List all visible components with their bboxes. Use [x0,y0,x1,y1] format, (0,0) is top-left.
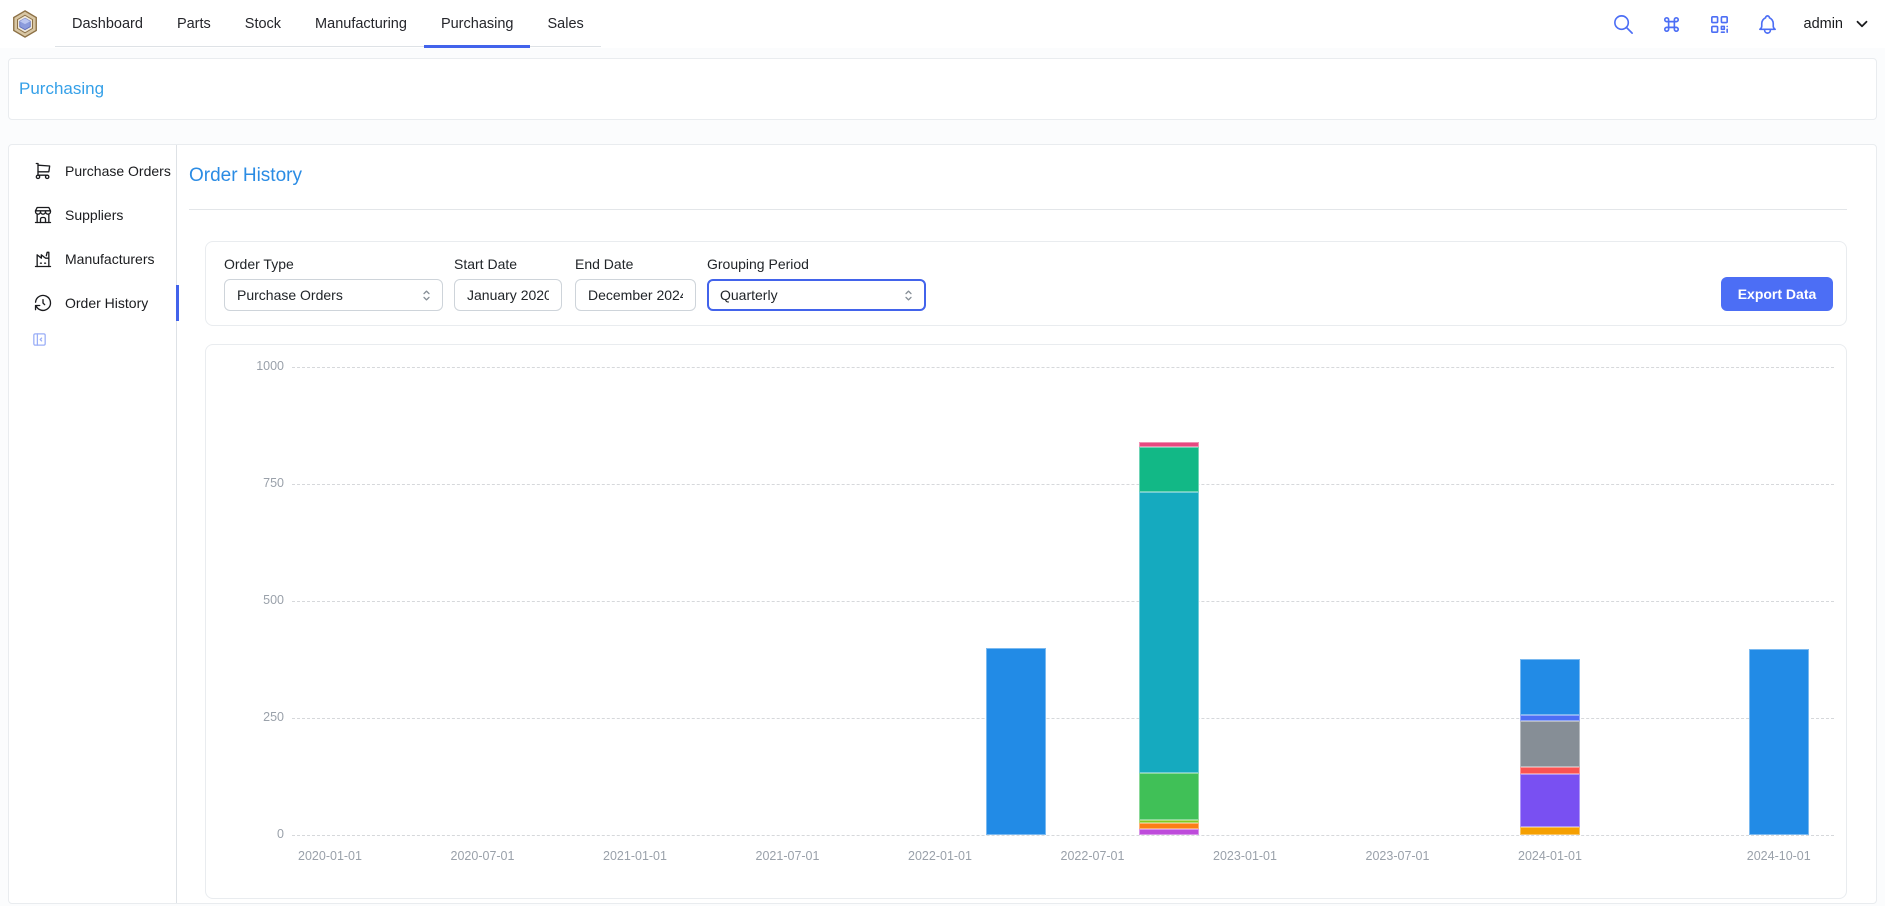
gridline [292,484,1834,485]
gridline [292,601,1834,602]
chart-bar[interactable] [1139,442,1199,835]
factory-icon [33,249,53,269]
nav-right-cluster: admin [1612,0,1872,48]
gridline [292,835,1834,836]
order-history-chart-card: 0 250 500 750 1000 2020-01-01 2020-07-01 2021-0… [205,344,1847,899]
selector-icon [901,288,916,303]
command-icon[interactable] [1660,13,1683,36]
breadcrumb-purchasing[interactable]: Purchasing [19,79,104,99]
start-date-input[interactable] [454,279,562,311]
purchasing-panel: Purchase Orders Suppliers Manufacturers [8,144,1877,904]
y-axis-label: 750 [206,476,284,490]
x-axis-label: 2024-10-01 [1747,849,1811,863]
bar-segment [1139,773,1199,820]
x-axis-label: 2022-01-01 [908,849,972,863]
y-axis-label: 250 [206,710,284,724]
grouping-period-select[interactable]: Quarterly [707,279,926,311]
bar-segment [986,648,1046,835]
storefront-icon [33,205,53,225]
app-window: Dashboard Parts Stock Manufacturing Purc… [0,0,1885,906]
sidebar-collapse-icon[interactable] [31,331,48,348]
user-name: admin [1804,16,1844,32]
chevron-down-icon [1853,15,1871,33]
bar-segment [1139,829,1199,835]
title-divider [189,209,1847,210]
sidebar-item-order-history[interactable]: Order History [9,285,177,321]
bell-icon[interactable] [1756,13,1779,36]
search-icon[interactable] [1612,13,1635,36]
bar-segment [1520,827,1580,835]
bar-segment [1139,447,1199,493]
sidebar-item-purchase-orders[interactable]: Purchase Orders [9,153,177,189]
bar-segment [1749,649,1809,835]
y-axis-label: 500 [206,593,284,607]
y-axis-label: 0 [206,827,284,841]
sidebar-item-suppliers[interactable]: Suppliers [9,197,177,233]
bar-segment [1520,774,1580,827]
user-menu[interactable]: admin [1804,15,1872,33]
stacked-bar-chart: 0 250 500 750 1000 2020-01-01 2020-07-01 2021-0… [206,345,1846,898]
qrcode-icon[interactable] [1708,13,1731,36]
tab-dashboard[interactable]: Dashboard [55,0,160,47]
order-type-select[interactable]: Purchase Orders [224,279,443,311]
order-type-label: Order Type [224,256,294,272]
purchasing-sidebar: Purchase Orders Suppliers Manufacturers [9,145,177,903]
tab-stock[interactable]: Stock [228,0,298,47]
grouping-period-label: Grouping Period [707,256,809,272]
x-axis-label: 2021-07-01 [756,849,820,863]
tab-manufacturing[interactable]: Manufacturing [298,0,424,47]
main-nav-tabs: Dashboard Parts Stock Manufacturing Purc… [55,0,601,47]
x-axis-label: 2021-01-01 [603,849,667,863]
tab-sales[interactable]: Sales [530,0,600,47]
y-axis-label: 1000 [206,359,284,373]
chart-bar[interactable] [1749,649,1809,835]
gridline [292,367,1834,368]
chart-bar[interactable] [1520,659,1580,835]
breadcrumb-bar: Purchasing [8,58,1877,120]
export-data-button[interactable]: Export Data [1721,277,1833,311]
top-navigation-bar: Dashboard Parts Stock Manufacturing Purc… [0,0,1885,48]
x-axis-label: 2022-07-01 [1061,849,1125,863]
filter-toolbar: Order Type Start Date End Date Grouping … [205,241,1847,326]
x-axis-label: 2023-01-01 [1213,849,1277,863]
bar-segment [1520,767,1580,774]
sidebar-item-manufacturers[interactable]: Manufacturers [9,241,177,277]
gridline [292,718,1834,719]
selector-icon [419,288,434,303]
x-axis-label: 2023-07-01 [1366,849,1430,863]
end-date-label: End Date [575,256,633,272]
x-axis-label: 2020-07-01 [451,849,515,863]
tab-purchasing[interactable]: Purchasing [424,0,531,47]
bar-segment [1520,721,1580,767]
x-axis-label: 2020-01-01 [298,849,362,863]
end-date-input[interactable] [575,279,696,311]
chart-bar[interactable] [986,648,1046,835]
page-title: Order History [189,165,302,187]
tab-parts[interactable]: Parts [160,0,228,47]
bar-segment [1520,659,1580,715]
inventree-logo[interactable] [10,9,40,39]
history-icon [33,293,53,313]
start-date-label: Start Date [454,256,517,272]
x-axis-label: 2024-01-01 [1518,849,1582,863]
bar-segment [1139,492,1199,773]
shopping-cart-icon [33,161,53,181]
